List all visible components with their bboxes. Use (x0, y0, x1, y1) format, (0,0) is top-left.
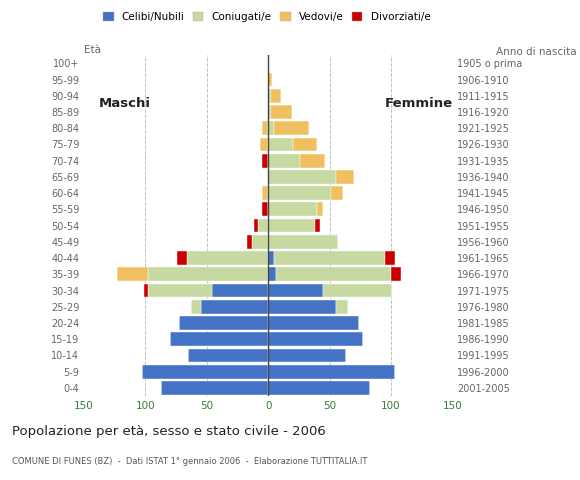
Bar (268, 316, 359, 330)
Bar (268, 203, 317, 216)
Bar (262, 203, 268, 216)
Legend: Celibi/Nubili, Coniugati/e, Vedovi/e, Divorziati/e: Celibi/Nubili, Coniugati/e, Vedovi/e, Di… (99, 8, 434, 26)
Bar (268, 121, 274, 135)
Bar (260, 138, 268, 151)
Bar (268, 267, 276, 281)
Bar (385, 251, 395, 265)
Bar (331, 186, 343, 200)
Bar (117, 267, 148, 281)
Bar (317, 203, 324, 216)
Text: Anno di nascita: Anno di nascita (496, 47, 577, 57)
Bar (201, 300, 268, 313)
Bar (336, 300, 348, 313)
Bar (268, 332, 362, 346)
Bar (212, 284, 268, 298)
Bar (268, 170, 336, 184)
Bar (262, 186, 268, 200)
Bar (262, 121, 268, 135)
Text: Età: Età (84, 45, 101, 55)
Bar (268, 105, 271, 119)
Bar (268, 381, 370, 395)
Bar (268, 251, 274, 265)
Text: Maschi: Maschi (99, 97, 151, 110)
Bar (188, 348, 268, 362)
Bar (248, 235, 252, 249)
Bar (268, 154, 300, 168)
Bar (268, 300, 336, 313)
Bar (271, 89, 281, 103)
Bar (274, 121, 309, 135)
Bar (268, 186, 331, 200)
Bar (336, 170, 354, 184)
Bar (271, 105, 292, 119)
Bar (187, 251, 268, 265)
Bar (253, 219, 259, 232)
Text: Popolazione per età, sesso e stato civile - 2006: Popolazione per età, sesso e stato civil… (12, 425, 325, 438)
Bar (259, 219, 268, 232)
Bar (148, 284, 212, 298)
Bar (148, 267, 268, 281)
Bar (268, 138, 293, 151)
Bar (276, 267, 391, 281)
Bar (268, 348, 346, 362)
Bar (268, 89, 271, 103)
Bar (191, 300, 201, 313)
Bar (268, 284, 324, 298)
Bar (324, 284, 392, 298)
Text: Femmine: Femmine (385, 97, 453, 110)
Bar (300, 154, 325, 168)
Bar (391, 267, 401, 281)
Bar (179, 316, 268, 330)
Text: COMUNE DI FUNES (BZ)  -  Dati ISTAT 1° gennaio 2006  -  Elaborazione TUTTITALIA.: COMUNE DI FUNES (BZ) - Dati ISTAT 1° gen… (12, 457, 367, 466)
Bar (268, 72, 272, 86)
Bar (274, 251, 385, 265)
Bar (268, 365, 395, 379)
Bar (268, 235, 338, 249)
Bar (177, 251, 187, 265)
Bar (315, 219, 320, 232)
Bar (293, 138, 317, 151)
Bar (161, 381, 268, 395)
Bar (170, 332, 268, 346)
Bar (144, 284, 148, 298)
Bar (252, 235, 268, 249)
Bar (268, 219, 315, 232)
Bar (142, 365, 268, 379)
Bar (262, 154, 268, 168)
